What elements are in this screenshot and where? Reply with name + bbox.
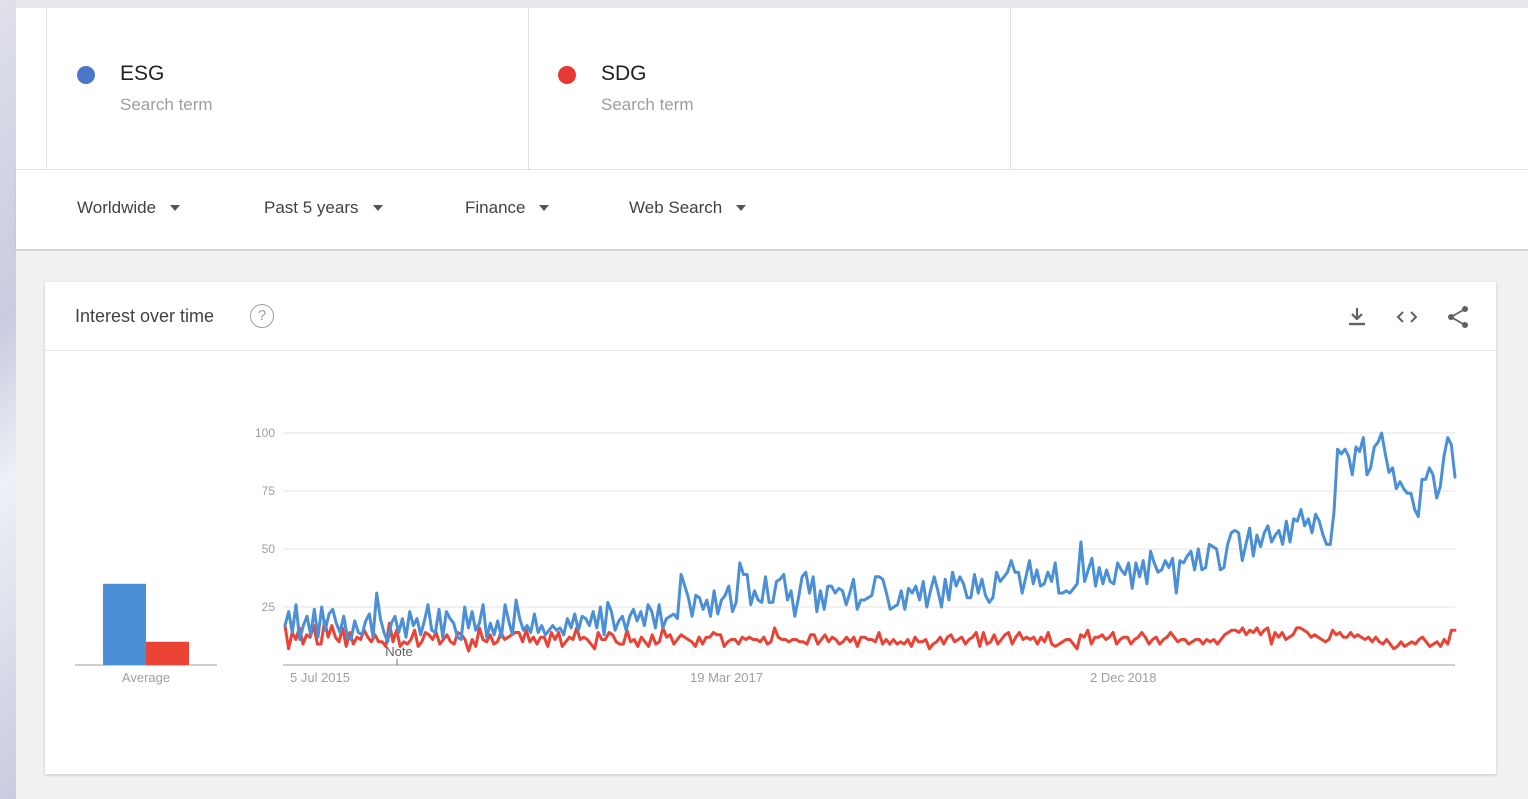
average-bar-sdg — [146, 641, 189, 665]
x-tick-label: 5 Jul 2015 — [290, 670, 350, 685]
search-terms-bar: ESG Search term SDG Search term — [16, 8, 1528, 170]
card-header: Interest over time ? — [45, 282, 1496, 351]
time-range-dropdown[interactable]: Past 5 years — [264, 198, 383, 218]
note-annotation: Note — [385, 644, 412, 659]
term-color-dot — [558, 66, 576, 84]
term-name: SDG — [601, 62, 647, 85]
term-type-label: Search term — [120, 95, 213, 114]
search-type-dropdown[interactable]: Web Search — [629, 198, 747, 218]
category-dropdown-label: Finance — [465, 198, 526, 217]
chart-series — [283, 431, 1457, 653]
search-term-card-sdg[interactable]: SDG Search term — [528, 8, 1011, 170]
interest-over-time-card: Interest over time ? Average 25 50 75 100 5 … — [45, 282, 1496, 774]
time-range-dropdown-label: Past 5 years — [264, 198, 359, 217]
y-tick-label: 100 — [255, 426, 275, 440]
series-line-sdg — [283, 619, 1457, 653]
category-dropdown[interactable]: Finance — [465, 198, 550, 218]
chart-labels: 25 50 75 100 5 Jul 2015 19 Mar 2017 2 Dec 2018… — [255, 426, 1157, 685]
average-label: Average — [122, 670, 170, 685]
x-tick-label: 2 Dec 2018 — [1090, 670, 1157, 685]
caret-down-icon — [539, 205, 550, 211]
add-comparison-slot[interactable] — [1011, 8, 1528, 170]
average-bars: Average — [75, 583, 217, 685]
y-tick-label: 75 — [262, 484, 276, 498]
region-dropdown-label: Worldwide — [77, 198, 157, 217]
series-line-esg — [283, 431, 1457, 644]
y-tick-label: 50 — [262, 542, 276, 556]
search-type-dropdown-label: Web Search — [629, 198, 723, 217]
term-color-dot — [77, 66, 95, 84]
background-edge — [0, 0, 16, 799]
term-name: ESG — [120, 62, 165, 85]
card-title: Interest over time — [75, 306, 215, 326]
interest-chart[interactable]: Average 25 50 75 100 5 Jul 2015 19 Mar 2017 2 … — [45, 282, 1496, 774]
search-term-card-esg[interactable]: ESG Search term — [46, 8, 529, 170]
filter-bar: Worldwide Past 5 years Finance Web Searc… — [16, 170, 1528, 250]
share-icon[interactable] — [1445, 304, 1471, 330]
embed-code-icon[interactable] — [1394, 304, 1420, 330]
region-dropdown[interactable]: Worldwide — [77, 198, 181, 218]
caret-down-icon — [170, 205, 181, 211]
download-icon[interactable] — [1344, 304, 1370, 330]
average-bar-esg — [103, 583, 146, 665]
x-tick-label: 19 Mar 2017 — [690, 670, 763, 685]
y-tick-label: 25 — [262, 600, 276, 614]
term-type-label: Search term — [601, 95, 694, 114]
caret-down-icon — [372, 205, 383, 211]
help-circle-icon[interactable]: ? — [250, 304, 274, 328]
chart-grid — [283, 432, 1455, 666]
caret-down-icon — [736, 205, 747, 211]
